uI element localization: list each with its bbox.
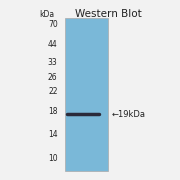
Text: 14: 14 [48, 130, 58, 139]
Text: Western Blot: Western Blot [75, 9, 141, 19]
Text: ←19kDa: ←19kDa [112, 110, 146, 119]
Text: 22: 22 [48, 87, 58, 96]
Text: 33: 33 [48, 58, 58, 67]
Text: 70: 70 [48, 20, 58, 29]
Text: 18: 18 [48, 107, 58, 116]
Bar [65, 18, 108, 171]
Text: kDa: kDa [39, 10, 54, 19]
Text: 10: 10 [48, 154, 58, 163]
Text: 26: 26 [48, 73, 58, 82]
Text: 44: 44 [48, 40, 58, 49]
